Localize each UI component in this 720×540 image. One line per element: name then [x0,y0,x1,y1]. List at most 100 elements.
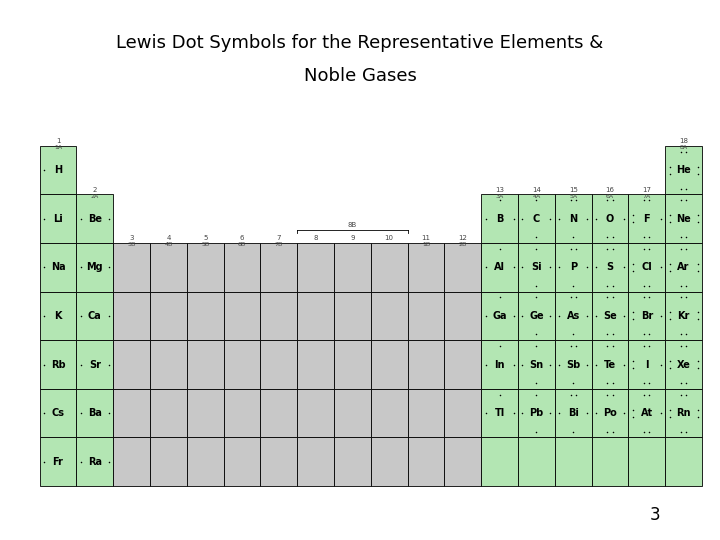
Text: 10: 10 [384,235,394,241]
Bar [555,292,592,340]
Text: Rn: Rn [676,408,691,418]
Text: Fr: Fr [53,457,63,467]
Text: 14: 14 [532,187,541,193]
Bar [629,389,665,437]
Text: 17: 17 [642,187,652,193]
Bar [334,292,371,340]
Text: 7B: 7B [274,242,283,247]
Text: I: I [645,360,649,369]
Bar [371,340,408,389]
Bar [371,437,408,486]
Text: H: H [54,165,62,175]
Bar [261,340,297,389]
Text: Te: Te [604,360,616,369]
Text: 2A: 2A [91,194,99,199]
Text: S: S [606,262,613,272]
Text: 1B: 1B [422,242,430,247]
Bar [334,243,371,292]
Bar [592,194,629,243]
Bar [150,243,186,292]
Bar [629,340,665,389]
Bar [555,194,592,243]
Bar [40,243,76,292]
Text: 6: 6 [240,235,244,241]
Bar [113,437,150,486]
Bar [40,340,76,389]
Bar [297,292,334,340]
Bar [186,340,224,389]
Text: 3B: 3B [127,242,136,247]
Text: P: P [570,262,577,272]
Bar [408,389,444,437]
Text: 6B: 6B [238,242,246,247]
Text: 2: 2 [93,187,97,193]
Text: 16: 16 [606,187,614,193]
Text: Ar: Ar [678,262,690,272]
Bar [408,437,444,486]
Bar [629,292,665,340]
Text: Sb: Sb [566,360,580,369]
Text: Noble Gases: Noble Gases [304,66,416,85]
Bar [40,389,76,437]
Bar [481,437,518,486]
Text: 5A: 5A [569,194,577,199]
Bar [186,243,224,292]
Bar [592,243,629,292]
Bar [224,340,261,389]
Bar [297,243,334,292]
Text: 12: 12 [459,235,467,241]
Bar [518,243,555,292]
Text: Ca: Ca [88,311,102,321]
Text: 8B: 8B [348,222,357,228]
Text: 2B: 2B [459,242,467,247]
Text: Sn: Sn [529,360,544,369]
Bar [518,340,555,389]
Bar [665,194,702,243]
Bar [371,243,408,292]
Bar [444,437,481,486]
Text: Na: Na [50,262,66,272]
Text: Xe: Xe [677,360,690,369]
Text: 1: 1 [55,138,60,144]
Bar [592,292,629,340]
Bar [334,389,371,437]
Text: 8: 8 [313,235,318,241]
Bar [444,292,481,340]
Text: 4: 4 [166,235,171,241]
Text: Ge: Ge [529,311,544,321]
Text: 7: 7 [276,235,281,241]
Bar [224,389,261,437]
Bar [555,243,592,292]
Text: 3: 3 [650,506,660,524]
Bar [224,437,261,486]
Bar [555,340,592,389]
Text: Si: Si [531,262,541,272]
Bar [186,437,224,486]
Bar [334,340,371,389]
Text: Rb: Rb [50,360,66,369]
Text: Ra: Ra [88,457,102,467]
Bar [408,292,444,340]
Text: 3: 3 [130,235,134,241]
Bar [371,292,408,340]
Bar [444,243,481,292]
Text: As: As [567,311,580,321]
Text: Po: Po [603,408,617,418]
Text: O: O [606,214,614,224]
Bar [40,292,76,340]
Bar [150,437,186,486]
Bar [261,243,297,292]
Bar [113,340,150,389]
Bar [518,292,555,340]
Text: 4A: 4A [532,194,541,199]
Bar [224,292,261,340]
Text: Lewis Dot Symbols for the Representative Elements &: Lewis Dot Symbols for the Representative… [117,34,603,52]
Text: Ba: Ba [88,408,102,418]
Bar [665,389,702,437]
Bar [665,146,702,194]
Bar [150,389,186,437]
Bar [665,292,702,340]
Text: Bi: Bi [568,408,579,418]
Bar [665,340,702,389]
Bar [76,437,113,486]
